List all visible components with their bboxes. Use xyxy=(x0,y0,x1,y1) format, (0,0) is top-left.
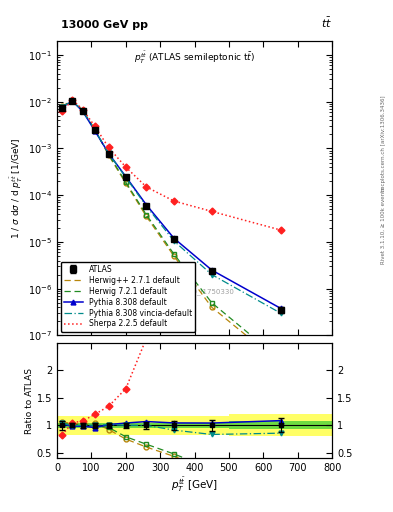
Pythia 8.308 default xyxy=(123,174,128,180)
Herwig++ 2.7.1 default xyxy=(144,214,149,220)
Sherpa 2.2.5 default xyxy=(81,106,85,113)
Pythia 8.308 default xyxy=(60,104,64,110)
Text: mcplots.cern.ch [arXiv:1306.3436]: mcplots.cern.ch [arXiv:1306.3436] xyxy=(381,96,386,191)
Herwig++ 2.7.1 default xyxy=(106,152,111,158)
X-axis label: $p_T^{t\bar{t}}$ [GeV]: $p_T^{t\bar{t}}$ [GeV] xyxy=(171,476,218,494)
Sherpa 2.2.5 default xyxy=(209,208,214,215)
Sherpa 2.2.5 default xyxy=(123,164,128,170)
Pythia 8.308 vincia-default xyxy=(106,150,111,156)
Line: Herwig++ 2.7.1 default: Herwig++ 2.7.1 default xyxy=(62,100,281,364)
Herwig 7.2.1 default xyxy=(60,104,64,110)
Pythia 8.308 default xyxy=(70,98,75,104)
Line: Herwig 7.2.1 default: Herwig 7.2.1 default xyxy=(62,100,281,360)
Pythia 8.308 vincia-default xyxy=(81,108,85,114)
Herwig 7.2.1 default xyxy=(106,151,111,157)
Pythia 8.308 vincia-default xyxy=(70,98,75,104)
Herwig++ 2.7.1 default xyxy=(92,126,97,132)
Sherpa 2.2.5 default xyxy=(70,97,75,103)
Sherpa 2.2.5 default xyxy=(278,227,283,233)
Text: $p_T^{t\bar{t}}$ (ATLAS semileptonic t$\bar{t}$): $p_T^{t\bar{t}}$ (ATLAS semileptonic t$\… xyxy=(134,50,255,66)
Herwig 7.2.1 default xyxy=(81,108,85,114)
Y-axis label: 1 / $\sigma$ d$\sigma$ / d $p_T^{t\bar{t}}$ [1/GeV]: 1 / $\sigma$ d$\sigma$ / d $p_T^{t\bar{t… xyxy=(9,137,25,239)
Herwig 7.2.1 default xyxy=(144,212,149,218)
Pythia 8.308 default xyxy=(144,202,149,208)
Pythia 8.308 vincia-default xyxy=(123,175,128,181)
Pythia 8.308 default xyxy=(172,235,176,241)
Herwig++ 2.7.1 default xyxy=(278,360,283,367)
Sherpa 2.2.5 default xyxy=(144,184,149,190)
Herwig++ 2.7.1 default xyxy=(209,304,214,310)
Herwig 7.2.1 default xyxy=(123,179,128,185)
Pythia 8.308 default xyxy=(81,109,85,115)
Legend: ATLAS, Herwig++ 2.7.1 default, Herwig 7.2.1 default, Pythia 8.308 default, Pythi: ATLAS, Herwig++ 2.7.1 default, Herwig 7.… xyxy=(61,262,195,332)
Pythia 8.308 vincia-default xyxy=(92,127,97,133)
Sherpa 2.2.5 default xyxy=(106,144,111,151)
Pythia 8.308 default xyxy=(209,267,214,273)
Text: ATLAS_2019_I1750330: ATLAS_2019_I1750330 xyxy=(154,288,235,294)
Sherpa 2.2.5 default xyxy=(92,123,97,129)
Line: Pythia 8.308 vincia-default: Pythia 8.308 vincia-default xyxy=(62,101,281,313)
Herwig 7.2.1 default xyxy=(278,357,283,363)
Sherpa 2.2.5 default xyxy=(172,198,176,204)
Herwig 7.2.1 default xyxy=(70,97,75,103)
Sherpa 2.2.5 default xyxy=(60,109,64,115)
Pythia 8.308 default xyxy=(278,305,283,311)
Herwig++ 2.7.1 default xyxy=(70,97,75,103)
Text: Rivet 3.1.10, ≥ 100k events: Rivet 3.1.10, ≥ 100k events xyxy=(381,187,386,264)
Text: 13000 GeV pp: 13000 GeV pp xyxy=(61,20,148,30)
Herwig++ 2.7.1 default xyxy=(81,108,85,114)
Pythia 8.308 vincia-default xyxy=(209,271,214,278)
Line: Sherpa 2.2.5 default: Sherpa 2.2.5 default xyxy=(62,100,281,230)
Herwig 7.2.1 default xyxy=(92,127,97,133)
Pythia 8.308 vincia-default xyxy=(60,104,64,110)
Herwig 7.2.1 default xyxy=(209,300,214,306)
Herwig 7.2.1 default xyxy=(172,251,176,257)
Pythia 8.308 vincia-default xyxy=(278,310,283,316)
Line: Pythia 8.308 default: Pythia 8.308 default xyxy=(60,99,283,311)
Y-axis label: Ratio to ATLAS: Ratio to ATLAS xyxy=(25,368,34,434)
Pythia 8.308 vincia-default xyxy=(172,238,176,244)
Herwig++ 2.7.1 default xyxy=(123,180,128,186)
Pythia 8.308 default xyxy=(106,150,111,156)
Pythia 8.308 default xyxy=(92,127,97,134)
Pythia 8.308 vincia-default xyxy=(144,203,149,209)
Herwig++ 2.7.1 default xyxy=(60,103,64,110)
Text: $t\bar{t}$: $t\bar{t}$ xyxy=(321,16,332,30)
Herwig++ 2.7.1 default xyxy=(172,253,176,259)
